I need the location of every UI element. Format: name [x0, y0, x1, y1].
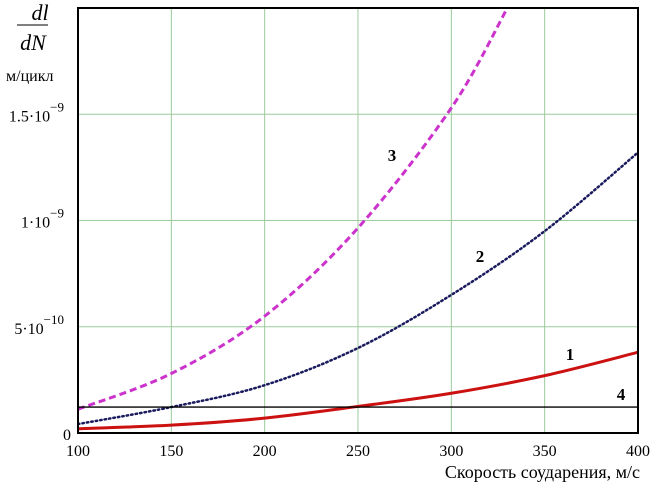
y-label-denominator: dN: [20, 30, 47, 55]
x-tick-label: 200: [253, 443, 277, 460]
x-tick-label: 300: [439, 443, 463, 460]
y-tick-exponent: −10: [44, 312, 64, 327]
plot-frame: [77, 7, 639, 434]
y-tick-label: 0: [63, 427, 71, 444]
series-label-4: 4: [617, 385, 626, 404]
x-tick-label: 250: [346, 443, 370, 460]
y-tick-base: 1·10: [21, 215, 50, 232]
y-label-numerator: dl: [31, 0, 48, 25]
y-label-unit: м/цикл: [6, 68, 53, 85]
x-tick-label: 100: [66, 443, 90, 460]
y-tick-exponent: −9: [50, 206, 64, 221]
x-tick-label: 150: [159, 443, 183, 460]
y-tick-label: 1·10−9: [21, 206, 64, 232]
x-tick-label: 350: [533, 443, 557, 460]
series-label-1: 1: [566, 345, 575, 364]
y-tick-base: 0: [63, 427, 71, 444]
series-line-3: [78, 8, 509, 411]
series-label-3: 3: [388, 146, 397, 165]
y-tick-base: 5·10: [14, 321, 43, 338]
x-axis-label: Скорость соударения, м/с: [445, 462, 640, 482]
y-tick-label: 5·10−10: [14, 312, 64, 338]
y-tick-exponent: −9: [50, 99, 64, 114]
x-tick-label: 400: [626, 443, 650, 460]
series-label-2: 2: [476, 247, 485, 266]
y-tick-base: 1.5·10: [9, 108, 50, 125]
y-tick-label: 1.5·10−9: [9, 99, 64, 125]
